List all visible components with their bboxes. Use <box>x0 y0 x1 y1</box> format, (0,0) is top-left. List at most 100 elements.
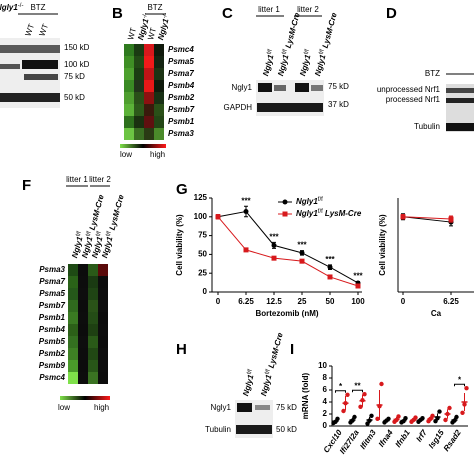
heatmap-cell <box>78 264 88 276</box>
row-label: processed Nrf1 <box>386 95 441 104</box>
lane-label: WT <box>23 23 36 38</box>
heatmap-cell <box>144 80 154 92</box>
significance: * <box>339 382 343 391</box>
x-tick-label: Ifna4 <box>377 428 395 449</box>
heatmap-cell <box>98 372 108 384</box>
heatmap-cell <box>144 68 154 80</box>
heatmap-cell <box>98 276 108 288</box>
heatmap-cell <box>88 336 98 348</box>
row-label: Psmb1 <box>168 117 195 126</box>
row-label: Ngly1 <box>232 83 253 92</box>
y-axis-label: Cell viability (%) <box>175 214 184 276</box>
data-point <box>460 410 465 415</box>
row-label: Psmc4 <box>39 373 65 382</box>
heatmap-cell <box>88 360 98 372</box>
superscript: f/f <box>318 209 323 215</box>
litter: litter 1 <box>258 5 280 14</box>
heatmap-cell <box>98 288 108 300</box>
heatmap-cell <box>134 128 144 140</box>
blot-h <box>235 400 273 438</box>
data-point <box>215 214 221 220</box>
gene: Ngly1 <box>241 373 255 397</box>
heatmap-cell <box>78 288 88 300</box>
x-tick-label: Rsad2 <box>442 428 463 453</box>
heatmap-cell <box>88 372 98 384</box>
heatmap-cell <box>98 264 108 276</box>
heatmap-cell <box>134 68 144 80</box>
data-point <box>448 216 454 222</box>
data-point <box>299 250 305 256</box>
heatmap-cell <box>124 104 134 116</box>
y-axis-label: Cell viability (%) <box>378 214 387 276</box>
heatmap-cell <box>134 116 144 128</box>
y-tick-label: 10 <box>318 361 327 370</box>
row-label: Psma3 <box>39 265 65 274</box>
data-point <box>345 392 350 397</box>
gene: Ngly1 <box>276 53 290 77</box>
series-line <box>402 216 452 220</box>
significance: *** <box>325 255 335 264</box>
y-tick-label: 0 <box>323 421 328 430</box>
heatmap-cell <box>154 80 164 92</box>
data-point <box>396 414 401 419</box>
row-label: unprocessed Nrf1 <box>377 85 441 94</box>
row-label: Psma5 <box>39 289 65 298</box>
data-point <box>464 386 469 391</box>
heatmap-cell <box>68 372 78 384</box>
y-tick-label: 100 <box>194 212 208 221</box>
lane-label: Ngly1f/f <box>241 368 257 397</box>
data-point <box>443 417 448 423</box>
heatmap-cell <box>68 360 78 372</box>
y-tick-label: 6 <box>323 385 328 394</box>
superscript: f/f <box>318 197 323 203</box>
row-label: Psmc4 <box>168 45 194 54</box>
heatmap-cell <box>88 288 98 300</box>
significance: *** <box>241 196 251 205</box>
heatmap-cell <box>154 104 164 116</box>
heatmap-cell <box>78 336 88 348</box>
heatmap-cell <box>144 44 154 56</box>
data-point <box>369 413 374 418</box>
heatmap-cell <box>78 360 88 372</box>
heatmap-cell <box>98 300 108 312</box>
heatmap-cell <box>124 80 134 92</box>
data-point <box>243 247 249 253</box>
gene: Ngly1 <box>296 197 318 206</box>
heatmap-cell <box>98 336 108 348</box>
y-tick-label: 75 <box>198 231 207 240</box>
row-label: Tubulin <box>414 122 440 131</box>
series-line <box>402 216 452 223</box>
x-tick-label: 100 <box>351 297 365 306</box>
superscript: f/f <box>75 230 82 237</box>
superscript: f/f <box>264 368 271 375</box>
bracket <box>352 389 363 393</box>
superscript: f/f <box>281 48 288 55</box>
y-tick-label: 8 <box>323 373 328 382</box>
x-axis-label: Bortezomib (nM) <box>255 309 318 318</box>
heatmap-cell <box>78 312 88 324</box>
gene: WT <box>146 27 158 41</box>
panel-letter: B <box>112 5 123 22</box>
blot-a <box>0 13 60 108</box>
row-label: BTZ <box>425 69 440 78</box>
row-label: Psma5 <box>168 57 194 66</box>
lane-label: Ngly1f/fLysM-Cre <box>313 11 339 77</box>
data-point <box>243 209 249 215</box>
heatmap-cell <box>78 348 88 360</box>
heatmap-cell <box>78 324 88 336</box>
treatment: BTZ <box>147 3 162 12</box>
heatmap-cell <box>78 276 88 288</box>
data-point <box>437 409 442 414</box>
x-tick-label: 50 <box>326 297 335 306</box>
x-tick-label: Ifnb1 <box>394 428 413 449</box>
y-tick-label: 25 <box>198 268 207 277</box>
suffix: LysM-Cre <box>108 193 126 231</box>
panel-letter: I <box>290 341 294 358</box>
suffix: LysM-Cre <box>88 193 106 231</box>
lane-label: Ngly1f/f <box>261 48 277 77</box>
data-point <box>400 214 406 220</box>
litter: litter 2 <box>297 5 319 14</box>
gene: Ngly1 <box>298 53 312 77</box>
lane-label: WT <box>37 23 50 38</box>
